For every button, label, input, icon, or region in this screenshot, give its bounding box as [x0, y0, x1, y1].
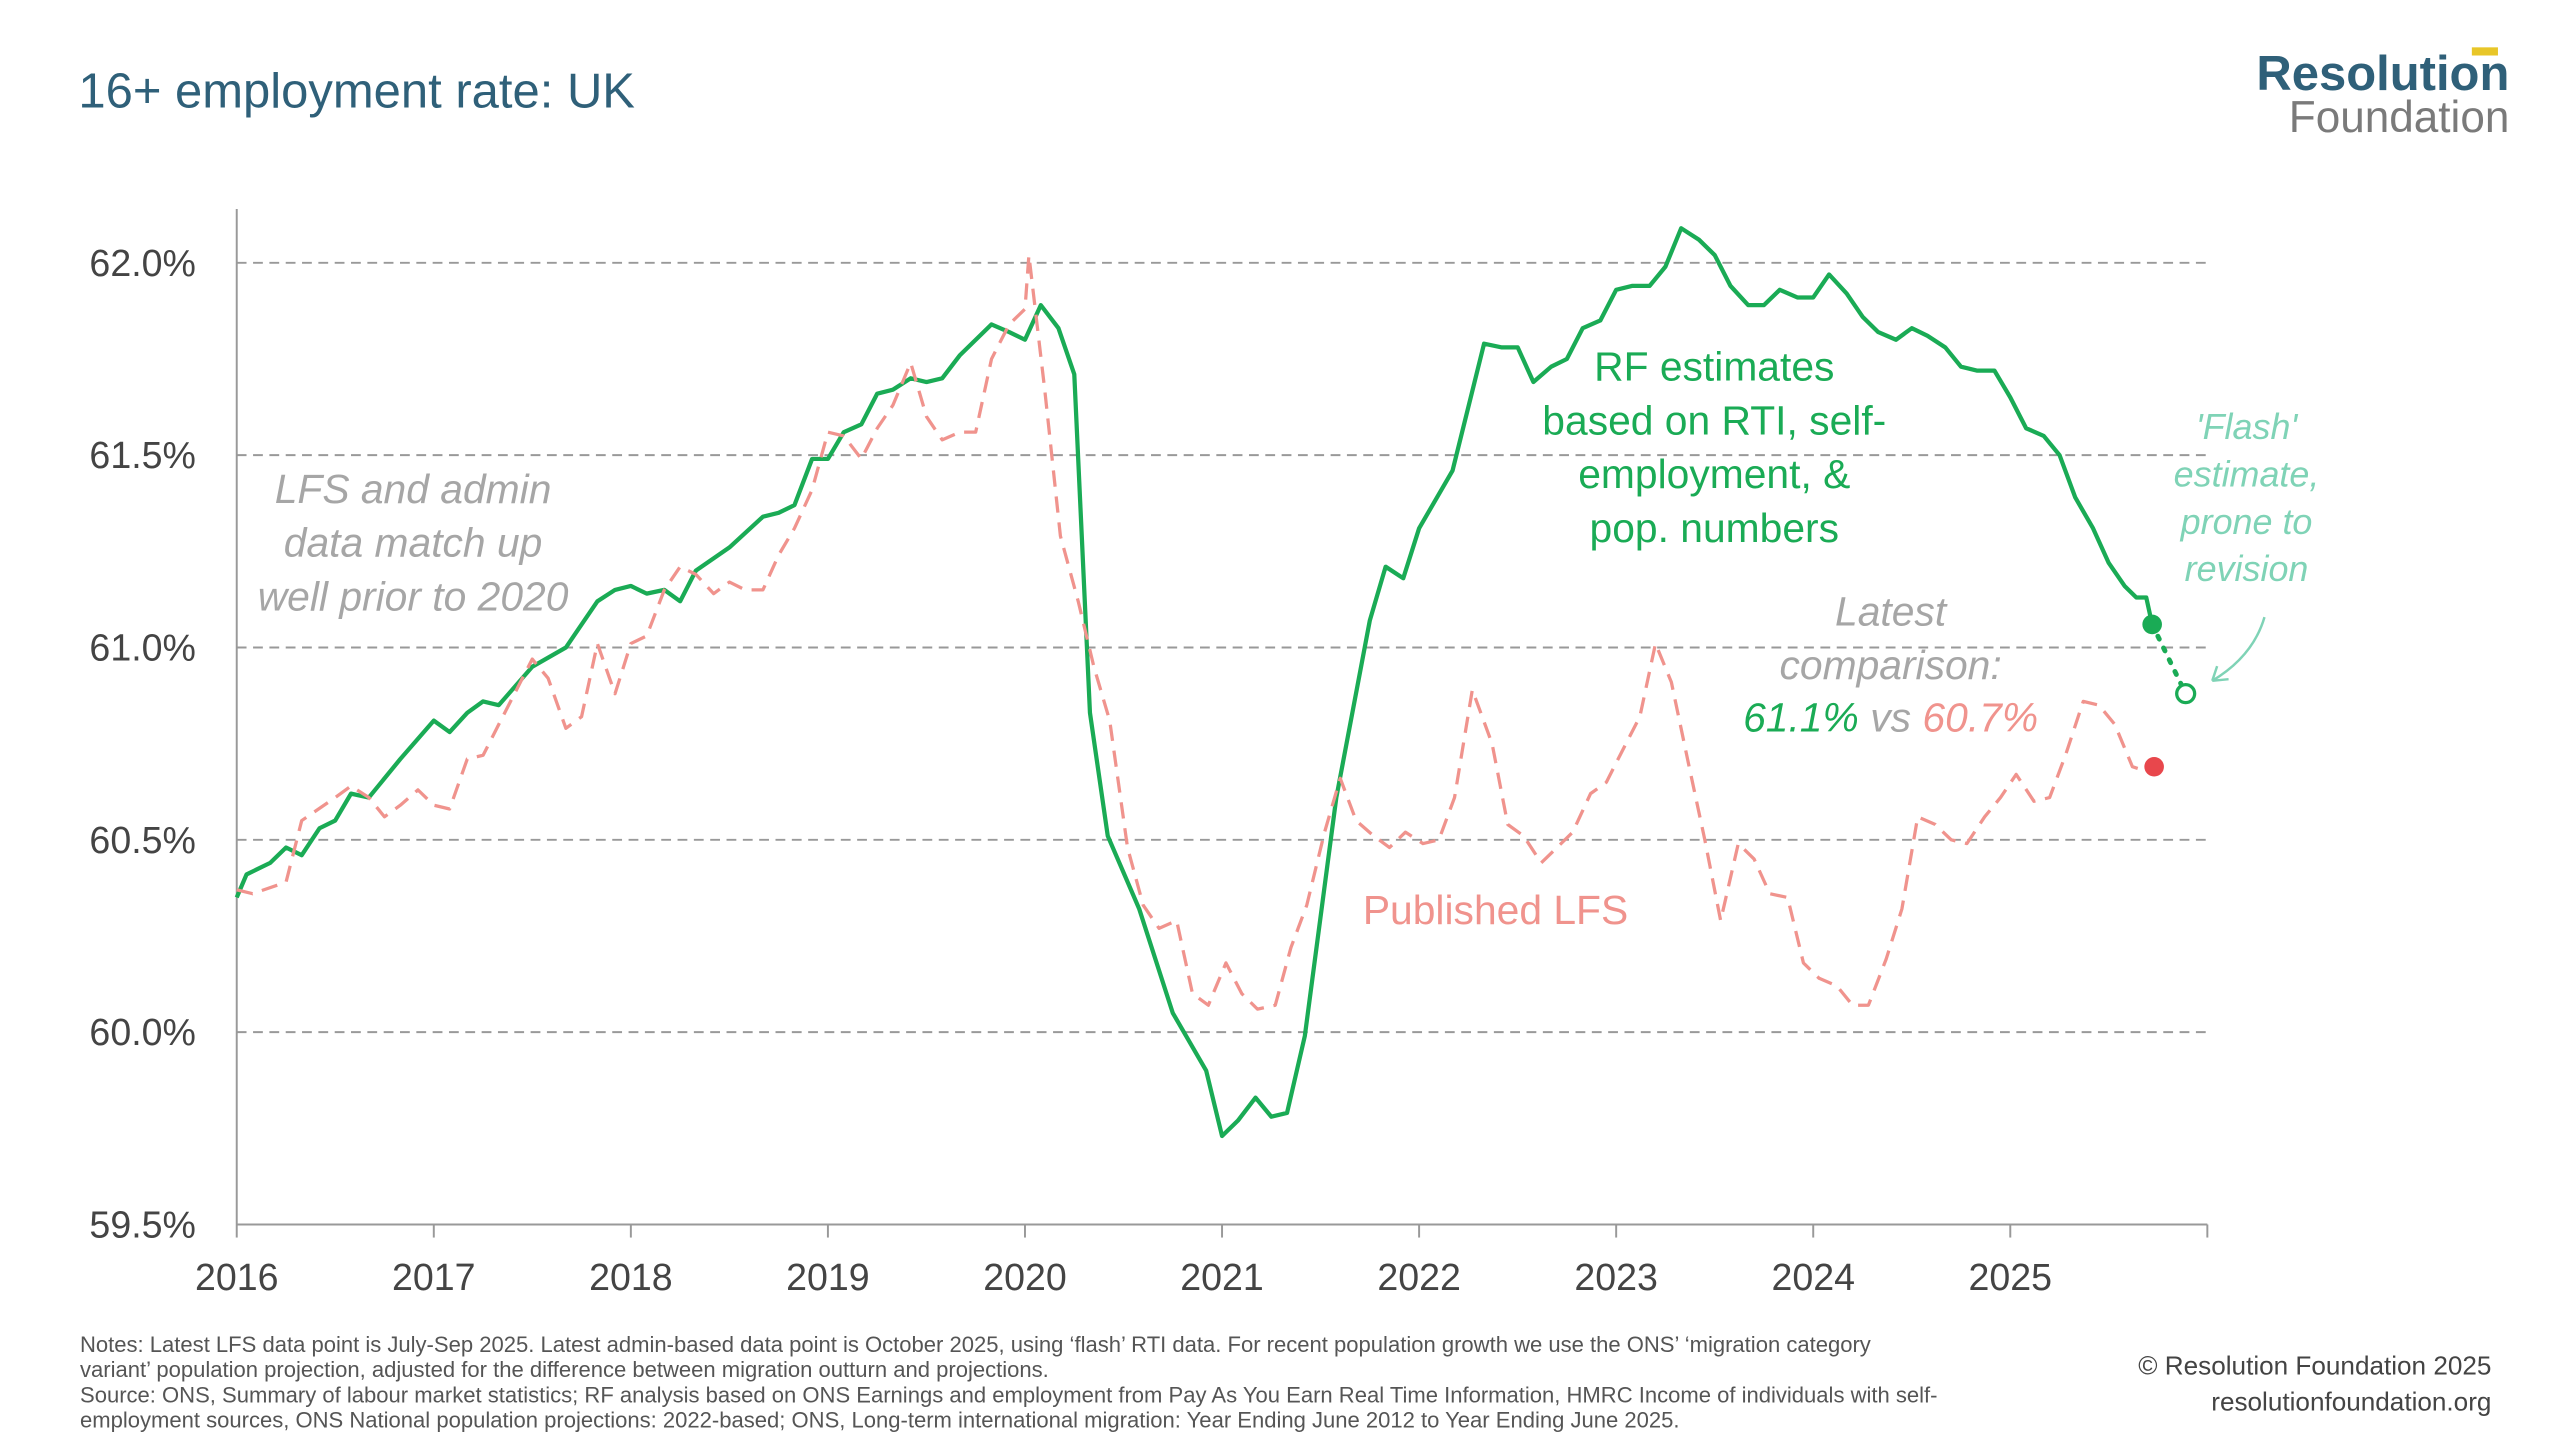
x-tick-label: 2019: [786, 1256, 870, 1298]
latest-point: [2144, 756, 2164, 777]
series-label: employment, &: [1578, 451, 1850, 497]
comparison-vs: vs: [1870, 694, 1911, 740]
x-tick-label: 2025: [1969, 1256, 2053, 1298]
annotation: revision: [2185, 548, 2309, 589]
copyright: © Resolution Foundation 2025: [2138, 1351, 2491, 1381]
latest-point: [2142, 614, 2162, 635]
x-tick-label: 2016: [195, 1256, 279, 1298]
x-tick-label: 2021: [1180, 1256, 1264, 1298]
y-tick-label: 62.0%: [89, 242, 195, 284]
x-tick-label: 2022: [1377, 1256, 1461, 1298]
x-tick-label: 2017: [392, 1256, 476, 1298]
x-tick-label: 2024: [1771, 1256, 1855, 1298]
annotation: data match up: [284, 520, 543, 566]
series-line: [234, 226, 2155, 1139]
note: Notes: Latest LFS data point is July-Sep…: [80, 1332, 1871, 1357]
series-label: Published LFS: [1363, 887, 1628, 933]
logo: Resolution: [2256, 47, 2509, 101]
x-tick-label: 2023: [1574, 1256, 1658, 1298]
y-tick-label: 61.5%: [89, 434, 195, 476]
y-tick-label: 61.0%: [89, 627, 195, 669]
comparison-rf_value: 61.1%: [1743, 694, 1859, 740]
series-label: based on RTI, self-: [1542, 397, 1886, 443]
flash-connector: [2149, 621, 2189, 697]
series-label: pop. numbers: [1590, 505, 1839, 551]
annotation: 'Flash': [2196, 406, 2299, 447]
url: resolutionfoundation.org: [2211, 1387, 2491, 1417]
y-tick-label: 60.0%: [89, 1011, 195, 1053]
annotation: comparison:: [1780, 642, 2002, 688]
logo-accent: [2471, 47, 2498, 56]
comparison-lfs_value: 60.7%: [1922, 694, 2038, 740]
series-label: RF estimates: [1594, 343, 1834, 389]
flash-point: [2175, 683, 2197, 705]
series-line: [236, 253, 2145, 1011]
chart-title: 16+ employment rate: UK: [78, 65, 635, 119]
logo: Foundation: [2289, 93, 2510, 142]
y-tick-label: 59.5%: [89, 1204, 195, 1246]
x-tick-label: 2020: [983, 1256, 1067, 1298]
latest-comparison: 61.1% vs 60.7%: [1743, 694, 2038, 740]
annotation: estimate,: [2174, 454, 2320, 495]
flash-arrow: [2211, 616, 2266, 683]
note: employment sources, ONS National populat…: [80, 1408, 1680, 1433]
annotation: LFS and admin: [275, 466, 552, 512]
y-tick-label: 60.5%: [89, 819, 195, 861]
x-tick-label: 2018: [589, 1256, 673, 1298]
annotation: Latest: [1835, 588, 1948, 634]
annotation: prone to: [2180, 501, 2313, 542]
note: variant’ population projection, adjusted…: [80, 1357, 1049, 1382]
note: Source: ONS, Summary of labour market st…: [80, 1382, 1938, 1407]
annotation: well prior to 2020: [258, 574, 569, 620]
